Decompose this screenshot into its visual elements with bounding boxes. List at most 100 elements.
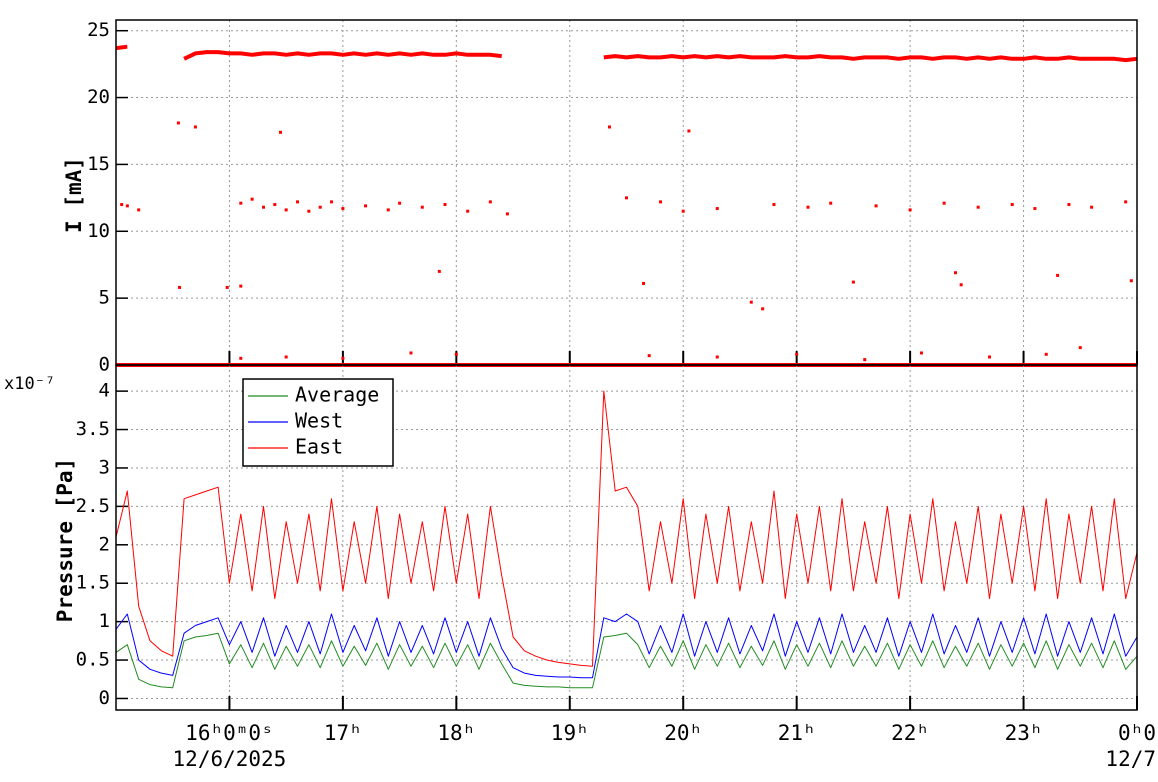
x-tick-label: 16ʰ0ᵐ0ˢ <box>185 721 274 745</box>
y-tick-label: 2 <box>99 533 110 555</box>
scatter-point <box>749 300 753 304</box>
date-label: 12/7 <box>1105 747 1156 771</box>
x-tick-label: 17ʰ <box>324 721 362 745</box>
scatter-point <box>761 307 765 311</box>
y-tick-label: 0.5 <box>76 649 110 671</box>
scatter-point <box>647 354 651 358</box>
scatter-point <box>1044 352 1048 356</box>
scatter-point <box>687 129 691 133</box>
y-tick-label: 0 <box>99 354 110 376</box>
y-tick-label: 25 <box>87 19 110 41</box>
scatter-point <box>239 284 243 288</box>
x-tick-label: 18ʰ <box>437 721 475 745</box>
scatter-point <box>341 207 345 211</box>
y-multiplier: x10⁻⁷ <box>4 374 55 394</box>
scatter-point <box>1129 279 1133 283</box>
scatter-point <box>443 203 447 207</box>
scatter-point <box>1078 346 1082 350</box>
y-tick-label: 5 <box>99 287 110 309</box>
scatter-point <box>488 200 492 204</box>
scatter-point <box>307 209 311 213</box>
scatter-point <box>953 271 957 275</box>
scatter-point <box>318 205 322 209</box>
x-tick-label: 23ʰ <box>1005 721 1043 745</box>
scatter-point <box>874 204 878 208</box>
date-label: 12/6/2025 <box>173 747 287 771</box>
scatter-point <box>919 351 923 355</box>
y-axis-label: Pressure [Pa] <box>53 458 77 622</box>
scatter-point <box>364 204 368 208</box>
series-line <box>115 390 1138 667</box>
y-axis-label: I [mA] <box>62 157 86 233</box>
scatter-point <box>715 207 719 211</box>
scatter-point <box>137 208 141 212</box>
scatter-point <box>250 197 254 201</box>
scatter-point <box>330 200 334 204</box>
y-tick-label: 20 <box>87 86 110 108</box>
scatter-point <box>851 280 855 284</box>
scatter-point <box>409 351 413 355</box>
scatter-point <box>239 201 243 205</box>
scatter-point <box>505 212 509 216</box>
series-line <box>115 44 1138 63</box>
legend-label: Average <box>295 383 379 407</box>
scatter-point <box>239 356 243 360</box>
scatter-point <box>1090 205 1094 209</box>
scatter-point <box>466 209 470 213</box>
y-tick-label: 10 <box>87 220 110 242</box>
scatter-point <box>772 203 776 207</box>
x-tick-label: 20ʰ <box>664 721 702 745</box>
x-tick-label: 0ʰ0 <box>1118 721 1156 745</box>
legend-label: West <box>295 409 343 433</box>
scatter-point <box>454 352 458 356</box>
scatter-point <box>1124 200 1128 204</box>
scatter-point <box>225 285 229 289</box>
scatter-point <box>284 355 288 359</box>
scatter-point <box>988 355 992 359</box>
scatter-point <box>959 283 963 287</box>
series-line <box>115 613 1138 679</box>
legend-label: East <box>295 435 343 459</box>
scatter-point <box>607 125 611 129</box>
scatter-point <box>176 121 180 125</box>
scatter-point <box>642 281 646 285</box>
scatter-point <box>806 205 810 209</box>
scatter-point <box>120 203 124 207</box>
series-line <box>115 632 1138 689</box>
scatter-point <box>795 352 799 356</box>
scatter-point <box>296 200 300 204</box>
scatter-point <box>420 205 424 209</box>
scatter-point <box>398 201 402 205</box>
y-tick-label: 2.5 <box>76 495 110 517</box>
x-tick-label: 21ʰ <box>778 721 816 745</box>
scatter-point <box>437 269 441 273</box>
scatter-point <box>278 130 282 134</box>
scatter-point <box>261 205 265 209</box>
scatter-point <box>908 208 912 212</box>
scatter-point <box>1056 273 1060 277</box>
scatter-point <box>829 201 833 205</box>
scatter-point <box>681 209 685 213</box>
y-tick-label: 3 <box>99 456 110 478</box>
plot-frame <box>115 364 1138 711</box>
x-tick-label: 22ʰ <box>891 721 929 745</box>
y-tick-label: 4 <box>99 380 110 402</box>
y-tick-label: 1.5 <box>76 572 110 594</box>
scatter-point <box>386 208 390 212</box>
scatter-point <box>273 203 277 207</box>
scatter-point <box>942 201 946 205</box>
scatter-point <box>1067 203 1071 207</box>
y-tick-label: 1 <box>99 610 110 632</box>
scatter-point <box>178 285 182 289</box>
x-tick-label: 19ʰ <box>551 721 589 745</box>
scatter-point <box>625 196 628 200</box>
scatter-point <box>976 205 980 209</box>
y-tick-label: 15 <box>87 153 110 175</box>
scatter-point <box>193 125 197 129</box>
scatter-point <box>284 208 288 212</box>
scatter-point <box>125 204 129 208</box>
y-tick-label: 0 <box>99 687 110 709</box>
scatter-point <box>1033 207 1037 211</box>
y-tick-label: 3.5 <box>76 418 110 440</box>
